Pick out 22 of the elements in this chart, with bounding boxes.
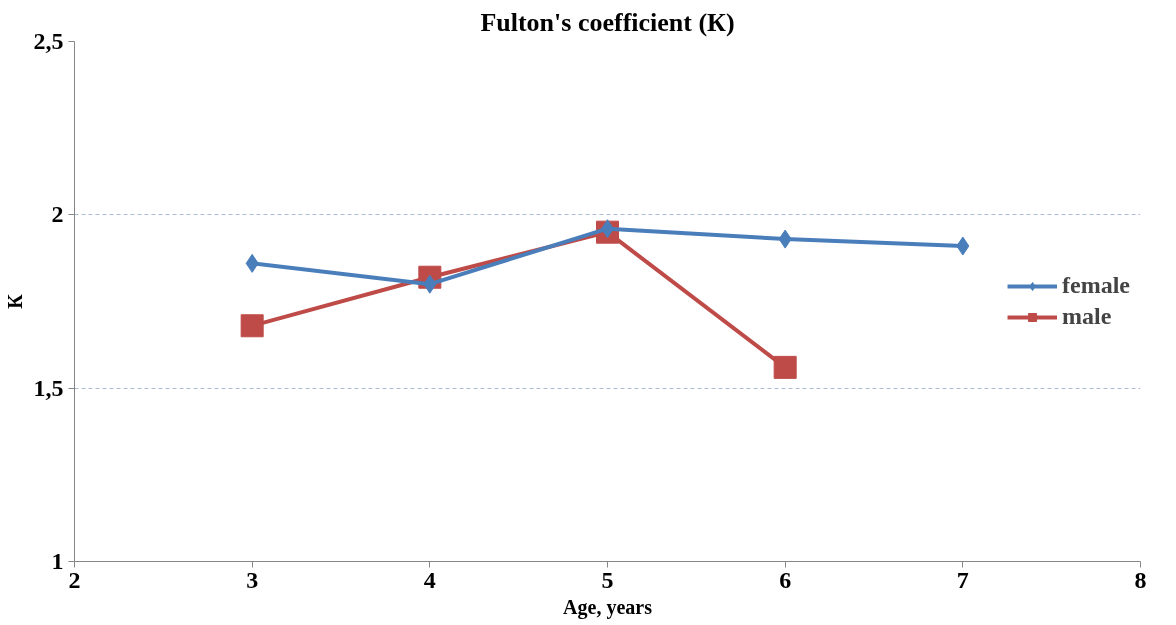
point [245, 253, 259, 273]
legend-label: female [1062, 272, 1130, 299]
point [423, 274, 437, 294]
y-tick-label: 1 [51, 548, 64, 574]
x-axis-title: Age, years [563, 595, 653, 619]
x-tick-label: 6 [779, 566, 792, 593]
y-axis-title: К [3, 293, 26, 309]
x-tick-label: 8 [1134, 566, 1147, 593]
x-tick-label: 7 [956, 566, 969, 593]
point [773, 355, 797, 379]
y-tick-label: 2,5 [33, 28, 64, 54]
y-tick-label: 1,5 [33, 374, 64, 401]
x-tick-label: 3 [246, 566, 259, 593]
point [778, 229, 792, 249]
point [956, 236, 970, 256]
x-tick-label: 4 [423, 566, 436, 593]
point [240, 314, 264, 338]
legend-label: male [1062, 303, 1112, 330]
x-tick-label: 5 [601, 566, 614, 593]
y-tick-label: 2 [51, 201, 64, 228]
chart-title: Fulton's coefficient (К) [480, 7, 735, 37]
x-tick-label: 2 [68, 566, 81, 593]
